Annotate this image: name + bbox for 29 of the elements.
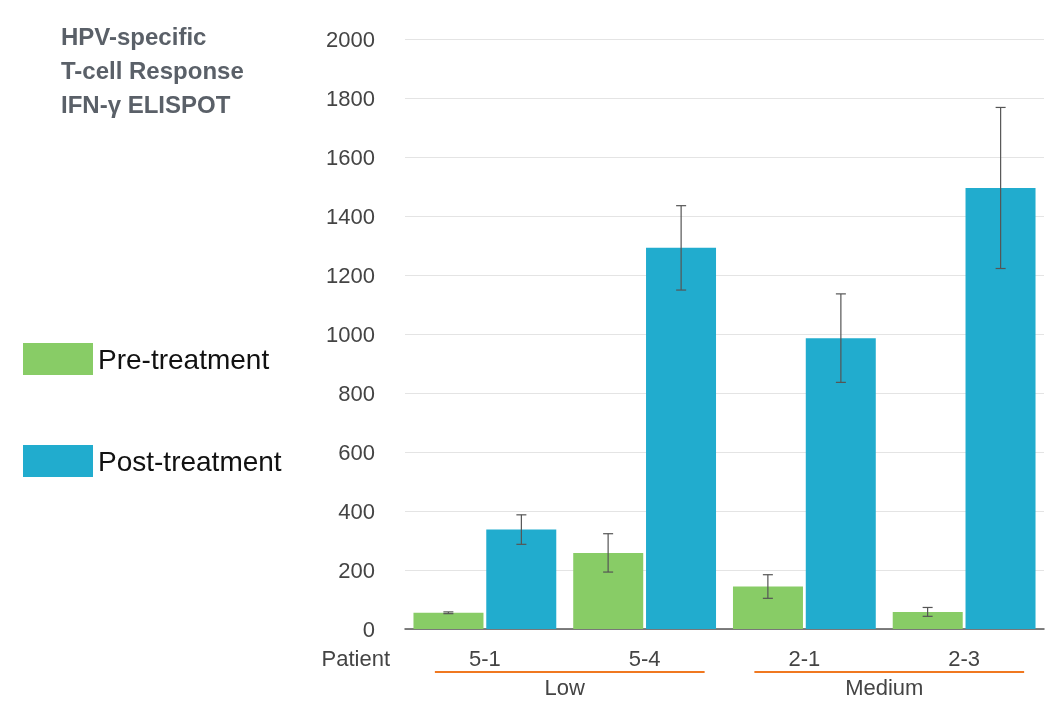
- x-axis-title: Patient: [321, 645, 390, 671]
- y-tick-label: 1200: [326, 262, 375, 288]
- y-tick-label: 1600: [326, 144, 375, 170]
- bar: [413, 612, 484, 629]
- y-tick-label: 800: [338, 380, 375, 406]
- y-tick-label: 1800: [326, 85, 375, 111]
- text: Low: [544, 674, 586, 700]
- y-tick-label: 1000: [326, 321, 375, 347]
- bar: [573, 552, 644, 629]
- bar: [805, 338, 876, 629]
- legend-label: Post-treatment: [98, 445, 282, 477]
- legend-label: Pre-treatment: [98, 343, 270, 375]
- bar: [892, 611, 963, 629]
- bar: [732, 586, 803, 629]
- text: Medium: [845, 674, 924, 700]
- x-tick-label: 2-3: [948, 645, 981, 671]
- bar: [965, 187, 1036, 629]
- x-tick-label: 5-1: [468, 645, 501, 671]
- y-tick-label: 2000: [326, 26, 375, 52]
- bar: [646, 247, 717, 629]
- x-tick-label: 5-4: [628, 645, 661, 671]
- y-tick-label: 200: [338, 557, 375, 583]
- bar: [486, 529, 557, 629]
- text: HPV-specific T-cell Response IFN-γ ELISPOT: [61, 22, 244, 118]
- y-tick-label: 0: [362, 616, 375, 642]
- y-tick-label: 400: [338, 498, 375, 524]
- y-tick-label: 600: [338, 439, 375, 465]
- y-tick-label: 1400: [326, 203, 375, 229]
- x-tick-label: 2-1: [788, 645, 821, 671]
